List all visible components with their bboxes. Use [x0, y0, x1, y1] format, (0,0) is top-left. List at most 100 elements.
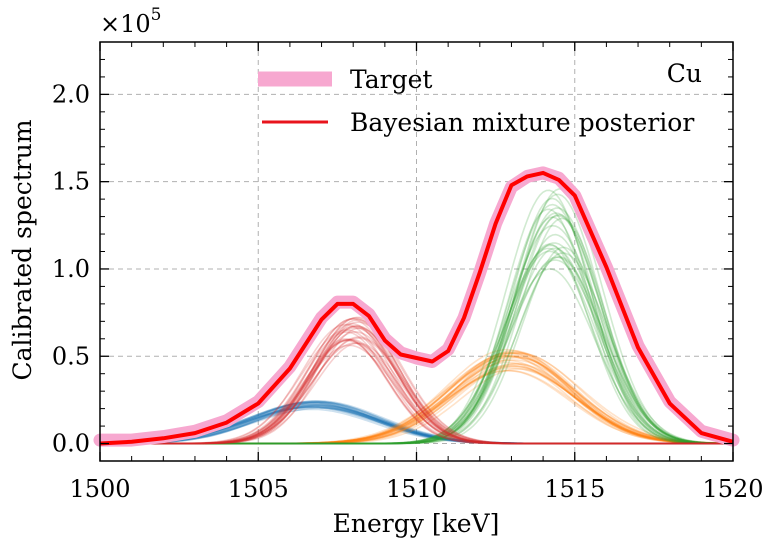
posterior-line	[99, 170, 734, 446]
x-axis-title: Energy [keV]	[333, 509, 500, 538]
component-sample-line	[100, 369, 733, 445]
component-sample-line	[100, 400, 733, 445]
component-sample-line	[100, 331, 733, 445]
component-sample-line	[100, 322, 733, 445]
component-sample-line	[100, 342, 733, 445]
component-sample-line	[100, 214, 733, 445]
component-sample-line	[99, 404, 733, 445]
component-sample-line	[100, 350, 733, 445]
component-sample-line	[100, 354, 734, 445]
red-component-samples	[100, 316, 733, 445]
component-sample-line	[100, 252, 733, 445]
component-sample-line	[100, 348, 734, 445]
component-sample-line	[100, 344, 733, 445]
component-sample-line	[100, 325, 733, 445]
component-sample-line	[100, 212, 734, 445]
component-sample-line	[100, 407, 733, 445]
component-sample-line	[100, 244, 733, 445]
axes: 1500 1505 1510 1515 1520 0.0 0.5 1.0 1.5 2.0	[52, 41, 764, 503]
component-sample-line	[100, 405, 733, 445]
component-sample-line	[100, 250, 733, 445]
component-sample-line	[100, 224, 734, 445]
component-sample-line	[100, 316, 733, 445]
x-tick-label: 1515	[544, 475, 605, 503]
component-sample-line	[100, 216, 733, 445]
y-axis-multiplier: ×105	[100, 5, 161, 38]
component-sample-line	[100, 193, 733, 445]
component-sample-line	[100, 326, 733, 445]
component-sample-line	[100, 338, 733, 445]
component-sample-line	[100, 189, 733, 445]
y-multiplier-exponent: 5	[151, 5, 162, 25]
y-tick-label: 0.5	[52, 342, 90, 370]
component-sample-line	[100, 369, 733, 445]
y-tick-label: 1.0	[52, 255, 90, 283]
component-sample-line	[100, 233, 733, 445]
component-sample-line	[100, 255, 733, 445]
component-sample-line	[100, 338, 733, 445]
x-tick-label: 1520	[702, 475, 763, 503]
component-sample-line	[100, 356, 733, 445]
component-sample-line	[100, 359, 733, 445]
component-sample-line	[100, 359, 733, 445]
component-sample-line	[100, 339, 733, 445]
component-sample-line	[100, 368, 733, 445]
component-sample-line	[100, 259, 734, 445]
component-sample-line	[100, 197, 733, 445]
component-sample-line	[100, 319, 733, 445]
component-sample-line	[100, 318, 733, 445]
component-sample-line	[100, 317, 733, 445]
component-sample-line	[100, 268, 733, 445]
orange-component-samples	[100, 348, 734, 445]
component-sample-line	[100, 246, 733, 445]
legend-label-posterior: Bayesian mixture posterior	[350, 108, 694, 137]
component-sample-line	[100, 401, 733, 445]
x-tick-label: 1505	[228, 475, 289, 503]
component-sample-line	[100, 339, 733, 445]
green-component-samples	[100, 188, 734, 445]
component-sample-line	[100, 352, 734, 445]
component-sample-line	[100, 188, 733, 445]
element-annotation: Cu	[667, 59, 702, 88]
component-sample-line	[100, 203, 733, 445]
component-sample-line	[100, 405, 733, 445]
component-sample-line	[100, 355, 734, 445]
legend-label-target: Target	[350, 65, 432, 94]
component-sample-line	[100, 364, 733, 445]
component-sample-line	[100, 365, 733, 445]
component-sample-line	[100, 352, 734, 445]
component-sample-line	[100, 247, 733, 445]
y-tick-label: 2.0	[52, 80, 90, 108]
component-sample-line	[100, 325, 733, 445]
component-sample-line	[100, 362, 734, 445]
component-sample-line	[100, 256, 733, 445]
main-series	[93, 166, 740, 447]
x-tick-label: 1500	[69, 475, 130, 503]
component-sample-line	[100, 325, 733, 445]
component-sample-line	[100, 367, 733, 445]
component-sample-line	[100, 405, 733, 445]
component-sample-line	[100, 213, 733, 445]
component-sample-line	[100, 355, 733, 445]
component-sample-line	[100, 365, 733, 445]
component-sample-line	[100, 342, 733, 445]
x-tick-label: 1510	[386, 475, 447, 503]
y-tick-label: 1.5	[52, 168, 90, 196]
component-sample-line	[100, 243, 733, 445]
component-sample-line	[100, 317, 733, 445]
y-multiplier-base: ×10	[100, 10, 151, 38]
component-sample-line	[100, 351, 733, 445]
component-sample-line	[100, 208, 733, 445]
component-sample-line	[100, 323, 733, 445]
component-sample-line	[100, 327, 733, 445]
component-sample-line	[100, 329, 733, 445]
component-sample-line	[100, 321, 733, 445]
component-sample-line	[100, 361, 733, 445]
y-axis-title: Calibrated spectrum	[8, 119, 37, 380]
component-sample-line	[100, 354, 734, 445]
component-sample-line	[100, 242, 734, 445]
component-sample-line	[100, 401, 733, 445]
component-sample-line	[100, 338, 733, 445]
component-sample-line	[100, 363, 734, 445]
